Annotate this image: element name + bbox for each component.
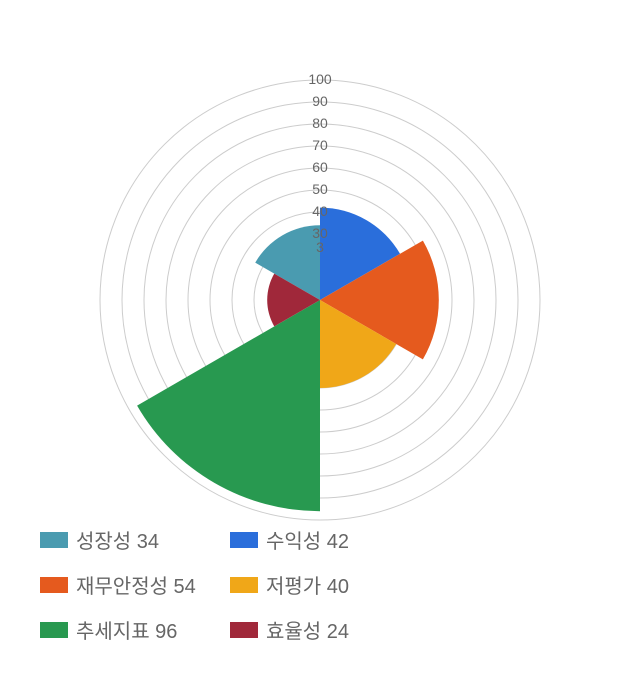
legend: 성장성 34 수익성 42 재무안정성 54 저평가 40 추세지표 96 효율성 24 — [40, 525, 600, 660]
rtick-70: 70 — [312, 137, 328, 153]
legend-item-0: 성장성 34 — [40, 525, 200, 554]
rtick-3-label: 3 — [316, 239, 324, 255]
rtick-50: 50 — [312, 181, 328, 197]
legend-label-5: 효율성 24 — [266, 615, 349, 644]
sector-4 — [137, 300, 320, 511]
legend-label-2: 재무안정성 54 — [76, 570, 196, 599]
legend-label-3: 저평가 40 — [266, 570, 349, 599]
rtick-90: 90 — [312, 93, 328, 109]
legend-swatch-5 — [230, 622, 258, 638]
rtick-80: 80 — [312, 115, 328, 131]
legend-swatch-4 — [40, 622, 68, 638]
rtick-100: 100 — [308, 71, 332, 87]
legend-swatch-3 — [230, 577, 258, 593]
rtick-60: 60 — [312, 159, 328, 175]
rtick-40: 40 — [312, 203, 328, 219]
legend-swatch-1 — [230, 532, 258, 548]
chart-container: 304050607080901003 성장성 34수익성 42재무안정성 54저… — [0, 0, 640, 700]
polar-chart: 304050607080901003 — [60, 40, 580, 560]
legend-item-2: 재무안정성 54 — [40, 570, 200, 599]
legend-item-4: 추세지표 96 — [40, 615, 200, 644]
legend-label-0: 성장성 34 — [76, 525, 159, 554]
legend-label-4: 추세지표 96 — [76, 615, 177, 644]
chart-svg: 304050607080901003 — [60, 40, 580, 560]
legend-label-1: 수익성 42 — [266, 525, 349, 554]
legend-item-3: 저평가 40 — [230, 570, 390, 599]
legend-swatch-2 — [40, 577, 68, 593]
legend-swatch-0 — [40, 532, 68, 548]
legend-item-5: 효율성 24 — [230, 615, 390, 644]
legend-item-1: 수익성 42 — [230, 525, 390, 554]
